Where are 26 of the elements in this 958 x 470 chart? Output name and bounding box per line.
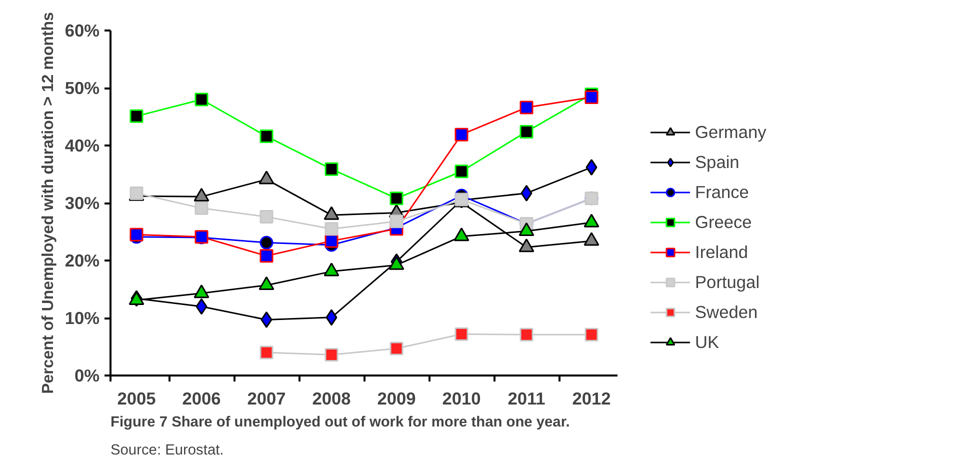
y-tick-label: 20%	[64, 250, 100, 270]
legend-label: UK	[695, 330, 720, 354]
x-tick-label: 2005	[117, 388, 156, 408]
x-tick-label: 2010	[442, 388, 481, 408]
legend-label: Germany	[695, 120, 766, 144]
x-tick-label: 2011	[508, 388, 546, 408]
x-tick-label: 2007	[247, 388, 286, 408]
x-tick-label: 2009	[377, 388, 416, 408]
legend-label: Sweden	[695, 300, 758, 324]
y-tick-label: 0%	[74, 366, 100, 386]
x-tick-label: 2006	[182, 388, 222, 408]
legend-label: Portugal	[695, 270, 760, 294]
y-tick-label: 50%	[64, 78, 100, 98]
y-tick-label: 40%	[64, 136, 100, 156]
y-axis-title: Percent of Unemployed with duration > 12 months	[40, 12, 57, 394]
legend-label: Spain	[695, 150, 740, 174]
legend-label: Greece	[695, 210, 752, 234]
y-tick-label: 60%	[64, 20, 100, 40]
y-tick-label: 30%	[64, 193, 100, 213]
y-tick-label: 10%	[64, 308, 100, 328]
legend-label: France	[695, 180, 749, 204]
legend-label: Ireland	[695, 240, 748, 264]
text: Figure 7 Share of unemployed out of work for more than one year.	[110, 414, 570, 430]
x-tick-label: 2008	[312, 388, 352, 408]
x-tick-label: 2012	[572, 388, 611, 408]
source-note: Source: Eurostat.	[110, 442, 224, 458]
